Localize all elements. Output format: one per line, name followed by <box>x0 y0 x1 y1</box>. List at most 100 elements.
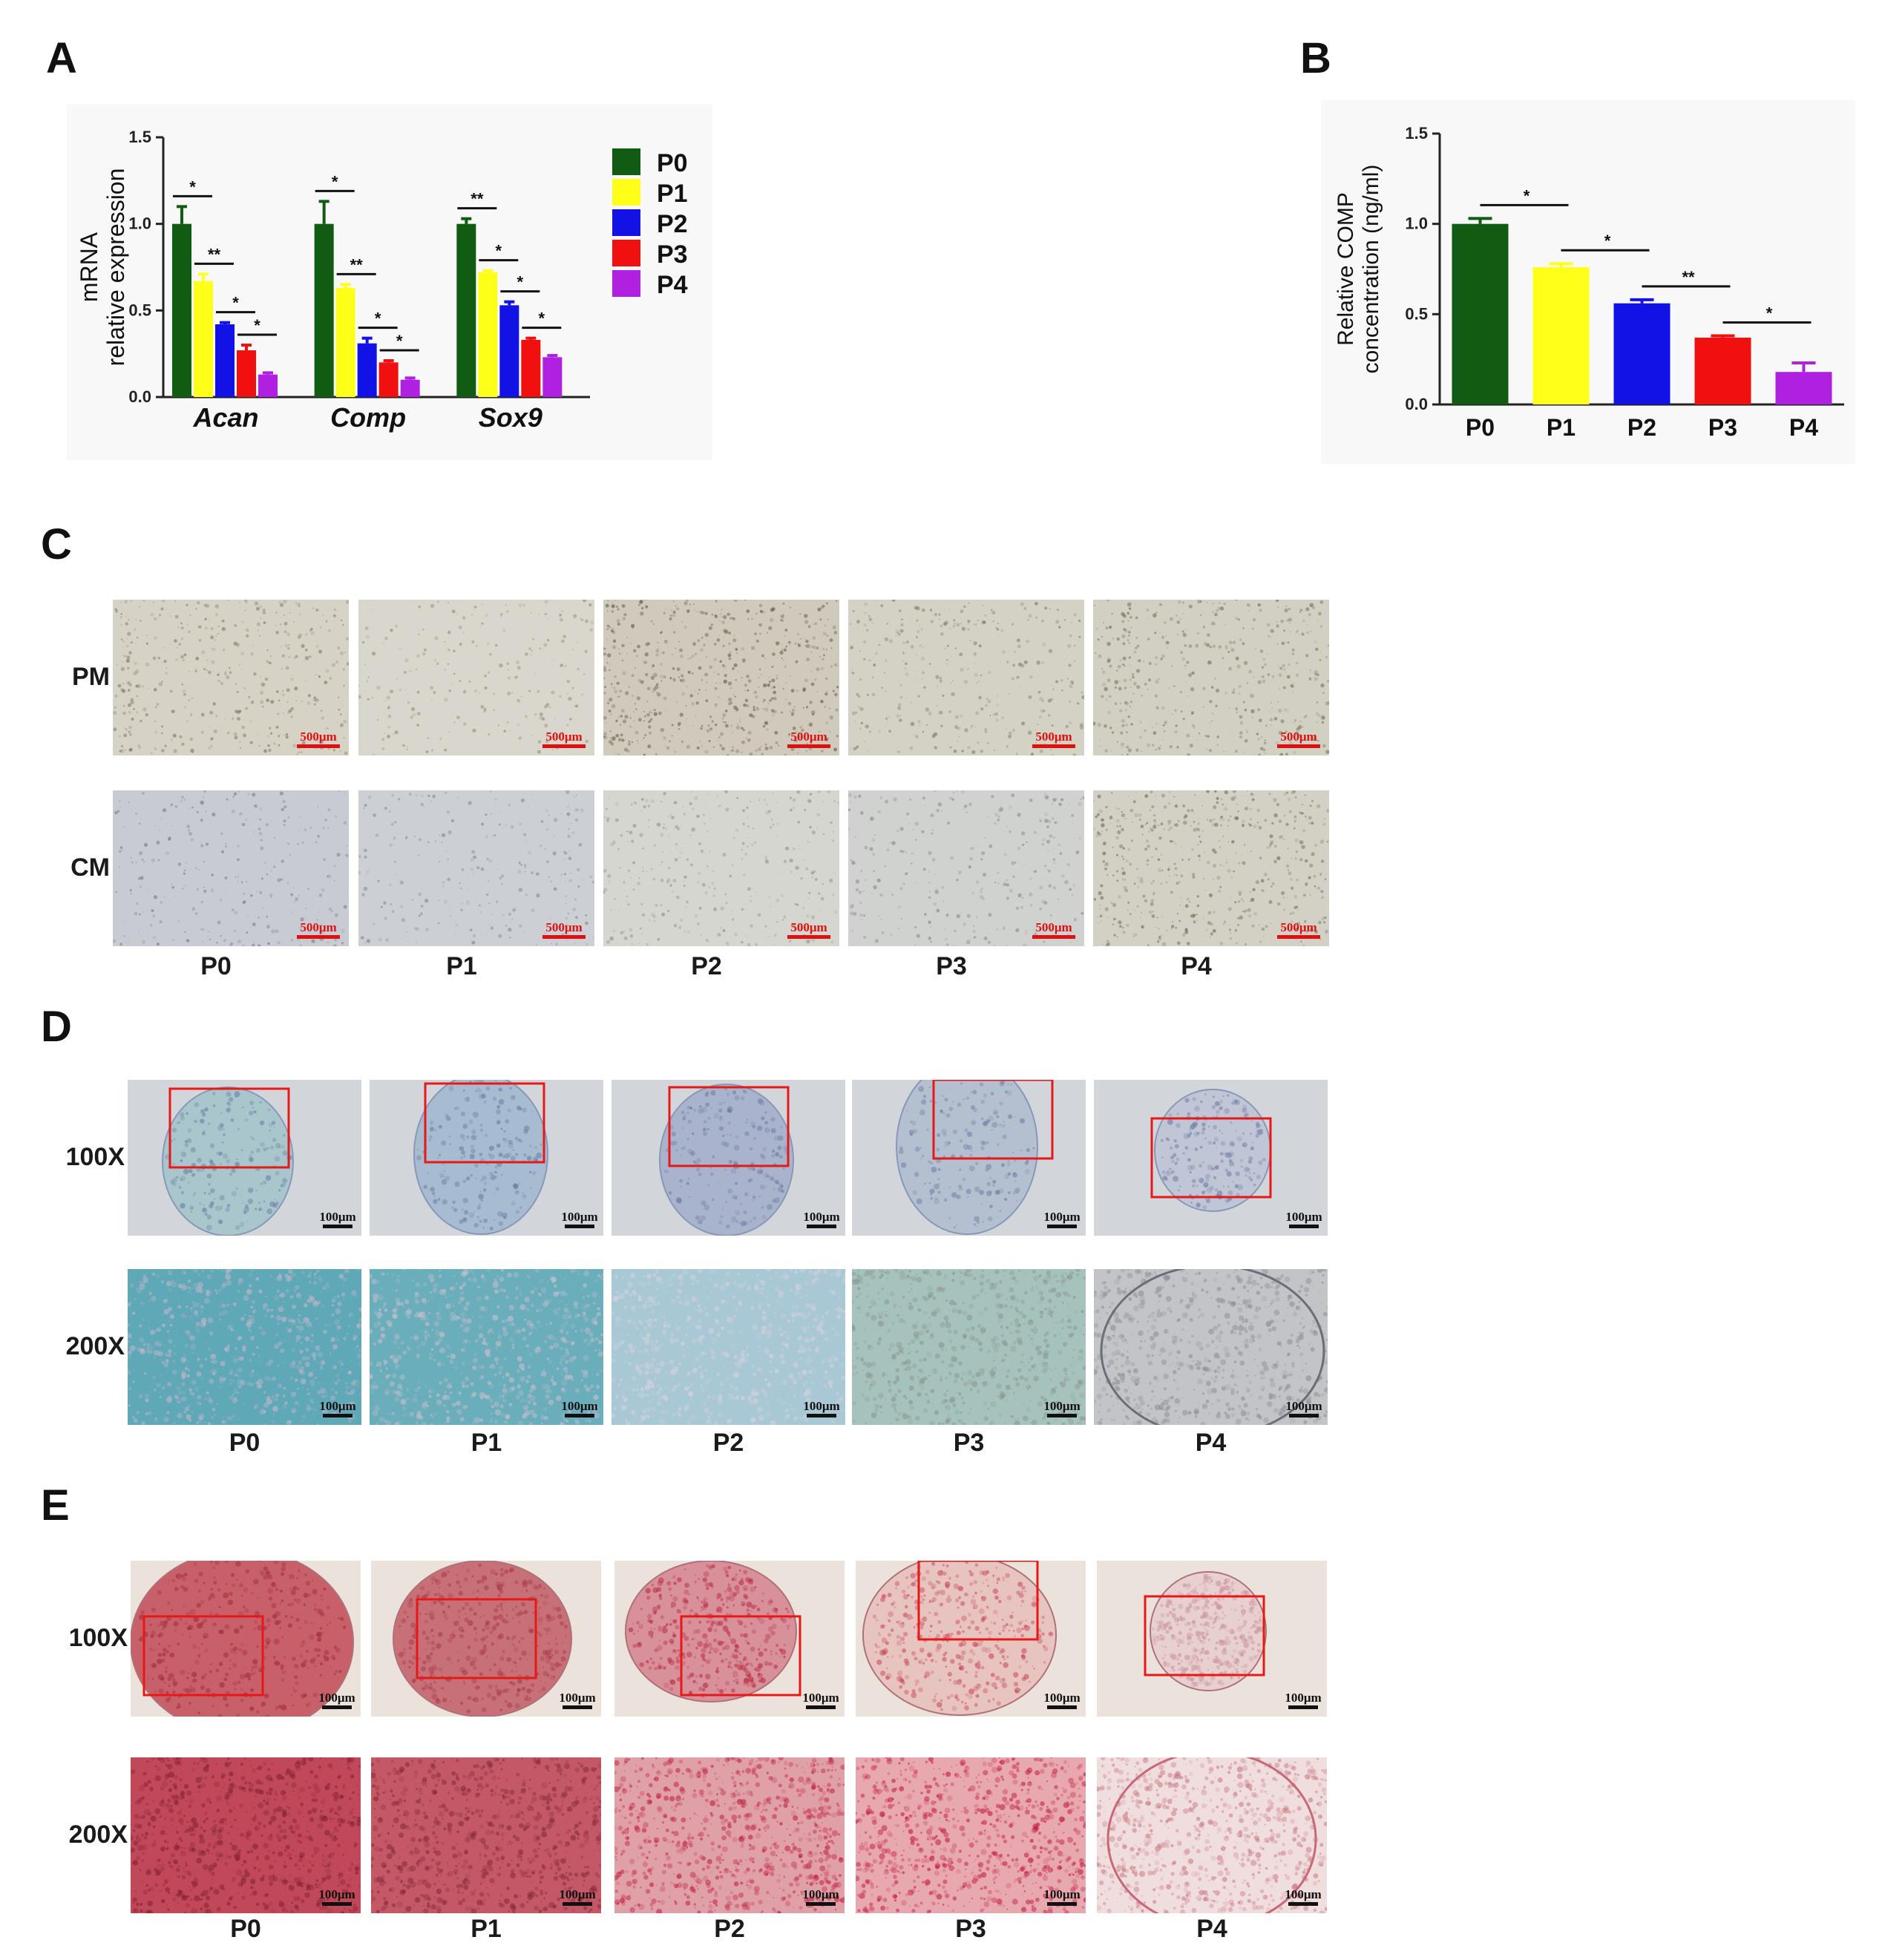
panel-d-image-100x-p1: 100μm <box>370 1080 603 1236</box>
chart-a-significance-label: ** <box>471 190 484 209</box>
scale-bar-label: 100μm <box>802 1887 839 1901</box>
chart-a-significance-label: * <box>332 172 338 191</box>
chart-a-y-tick-label: 0.0 <box>128 387 151 406</box>
chart-a-bar-p3 <box>237 350 256 397</box>
chart-b-significance-label: * <box>1524 186 1530 205</box>
chart-a-y-label-line2: relative expression <box>102 168 129 367</box>
chart-b-significance-label: ** <box>1682 268 1695 286</box>
region-of-interest-box <box>668 1086 790 1167</box>
chart-a-significance-label: ** <box>208 245 221 263</box>
chart-b-x-tick-label: P0 <box>1466 414 1495 441</box>
chart-b: 0.0 0.5 1.0 1.5 Relative COMPconcentration (… <box>1334 124 1844 441</box>
scale-bar <box>322 1902 352 1906</box>
chart-a-legend-label: P2 <box>657 210 688 238</box>
chart-b-y-label-line1: Relative COMP <box>1334 192 1358 346</box>
scale-bar-label: 100μm <box>1285 1887 1321 1901</box>
scale-bar <box>1032 935 1075 939</box>
panel-d-col-label-p0: P0 <box>229 1429 260 1457</box>
panel-c-col-label-p4: P4 <box>1181 952 1212 980</box>
region-of-interest-box <box>1150 1117 1272 1199</box>
panel-c-image-cm-p0: 500μm <box>113 790 349 946</box>
region-of-interest-box <box>416 1598 537 1679</box>
scale-bar-label: 100μm <box>561 1399 597 1413</box>
panel-c-col-label-p3: P3 <box>936 952 967 980</box>
panel-c-image-pm-p3: 500μm <box>848 600 1084 756</box>
panel-c-image-pm-p4: 500μm <box>1093 600 1329 756</box>
chart-a-bar-p1 <box>194 281 213 397</box>
scale-bar <box>1047 1414 1077 1417</box>
panel-d-image-200x-p3: 100μm <box>852 1269 1086 1425</box>
scale-bar-label: 100μm <box>1043 1691 1080 1705</box>
chart-a-significance-label: * <box>375 309 381 328</box>
scale-bar-label: 100μm <box>561 1210 597 1224</box>
chart-a-x-tick-label: Acan <box>192 402 258 433</box>
panel-d-image-100x-p3: 100μm <box>852 1080 1086 1236</box>
scale-bar-label: 100μm <box>319 1399 355 1413</box>
panel-d-image-200x-p4: 100μm <box>1094 1269 1328 1425</box>
scale-bar-label: 100μm <box>559 1887 595 1901</box>
chart-b-significance-label: * <box>1766 304 1773 323</box>
region-of-interest-box <box>1144 1595 1265 1677</box>
chart-a-legend-label: P1 <box>657 180 688 208</box>
scale-bar <box>323 1414 353 1417</box>
scale-bar <box>1277 935 1320 939</box>
scale-bar-label: 100μm <box>1043 1399 1080 1413</box>
scale-bar-label: 100μm <box>802 1691 839 1705</box>
region-of-interest-box <box>142 1615 264 1697</box>
scale-bar-label: 100μm <box>318 1691 355 1705</box>
panel-d-col-label-p2: P2 <box>712 1429 744 1457</box>
chart-a-y-label-line1: mRNA <box>76 232 102 302</box>
panel-d-row-label-100x: 100X <box>65 1143 125 1171</box>
panel-d-image-200x-p0: 100μm <box>128 1269 361 1425</box>
scale-bar-label: 100μm <box>1285 1210 1322 1224</box>
scale-bar-label: 100μm <box>1043 1887 1080 1901</box>
chart-a-legend-label: P4 <box>657 271 688 299</box>
panel-e-image-100x-p4: 100μm <box>1097 1561 1327 1717</box>
panel-c-image-pm-p1: 500μm <box>358 600 594 756</box>
chart-b-x-tick-label: P3 <box>1708 414 1737 441</box>
chart-a-bar-p4 <box>258 374 278 397</box>
chart-a-legend-swatch <box>612 270 640 297</box>
panel-c-image-cm-p2: 500μm <box>603 790 839 946</box>
chart-a-legend-label: P0 <box>657 149 688 177</box>
panel-e-image-200x-p2: 100μm <box>614 1757 845 1913</box>
chart-b-bar-p1 <box>1532 267 1590 404</box>
region-of-interest-box <box>168 1087 290 1169</box>
chart-b-y-label-line2: concentration (ng/ml) <box>1359 165 1383 374</box>
chart-b-x-tick-label: P1 <box>1547 414 1576 441</box>
chart-a-significance-label: * <box>539 309 545 328</box>
chart-b-y-tick-label: 0.5 <box>1405 304 1428 323</box>
panel-e-image-200x-p1: 100μm <box>371 1757 601 1913</box>
panel-c-row-label-pm: PM <box>72 663 110 691</box>
scale-bar <box>787 744 830 748</box>
scale-bar-label: 500μm <box>1280 730 1317 744</box>
scale-bar <box>322 1705 352 1709</box>
scale-bar-label: 500μm <box>1280 920 1317 934</box>
chart-a-bar-p1 <box>478 272 498 397</box>
scale-bar <box>806 1705 836 1709</box>
panel-d-col-label-p1: P1 <box>471 1429 502 1457</box>
region-of-interest-box <box>917 1561 1039 1641</box>
chart-b-y-tick-label: 1.0 <box>1405 214 1428 233</box>
panel-label-d: D <box>41 1003 72 1051</box>
chart-b-y-tick-label: 0.0 <box>1405 395 1428 413</box>
chart-a-legend-swatch <box>612 240 640 266</box>
chart-a-y-tick-label: 1.0 <box>128 214 151 233</box>
chart-a-significance-label: ** <box>350 255 364 274</box>
chart-b-bar-p3 <box>1694 337 1751 404</box>
chart-a-bar-p4 <box>542 357 563 397</box>
chart-b-y-tick-label: 1.5 <box>1405 124 1428 142</box>
panel-c-image-pm-p2: 500μm <box>603 600 839 756</box>
panel-c-col-label-p1: P1 <box>446 952 477 980</box>
chart-a-x-tick-label: Comp <box>330 402 406 433</box>
scale-bar <box>297 744 340 748</box>
panel-e-image-200x-p0: 100μm <box>131 1757 361 1913</box>
scale-bar <box>1288 1902 1318 1906</box>
chart-a-legend-label: P3 <box>657 240 688 269</box>
chart-a-bar-p0 <box>314 223 334 397</box>
scale-bar <box>565 1225 594 1228</box>
chart-a-significance-label: * <box>496 242 502 260</box>
scale-bar-label: 100μm <box>1285 1399 1322 1413</box>
scale-bar <box>323 1225 353 1228</box>
